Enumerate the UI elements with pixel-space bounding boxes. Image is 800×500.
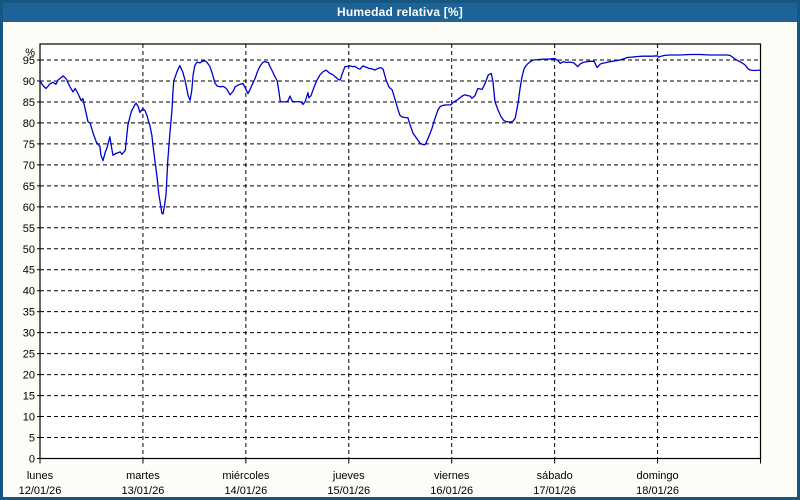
x-date-label: 14/01/26 [224,485,267,497]
y-tick-label: 45 [23,265,35,277]
y-tick-label: 40 [23,286,35,298]
x-day-label: viernes [434,470,470,482]
y-tick-label: 60 [23,202,35,214]
y-tick-label: 70 [23,160,35,172]
y-tick-label: 30 [23,328,35,340]
y-tick-label: 65 [23,181,35,193]
x-date-label: 16/01/26 [430,485,473,497]
x-day-label: martes [126,470,160,482]
x-day-label: jueves [332,470,365,482]
chart-title-bar: Humedad relativa [%] [3,3,797,22]
chart-title: Humedad relativa [%] [336,5,464,19]
y-tick-label: 5 [29,433,35,445]
x-day-label: lunes [27,470,54,482]
y-tick-label: 95 [23,55,35,67]
y-tick-label: 55 [23,223,35,235]
x-day-label: sábado [537,470,573,482]
y-tick-label: 10 [23,412,35,424]
x-date-label: 12/01/26 [19,485,62,497]
y-tick-label: 15 [23,391,35,403]
humidity-line [39,53,761,215]
plot-area [40,44,761,459]
plot-border [39,43,762,460]
y-tick-label: 0 [29,454,35,466]
y-tick-label: 25 [23,349,35,361]
y-tick-label: 75 [23,139,35,151]
x-date-label: 18/01/26 [636,485,679,497]
x-date-label: 17/01/26 [533,485,576,497]
y-tick-label: 80 [23,118,35,130]
y-tick-label: 35 [23,307,35,319]
x-day-label: miércoles [222,470,270,482]
x-date-label: 15/01/26 [327,485,370,497]
y-tick-label: 90 [23,76,35,88]
y-axis-unit-label: % [25,47,35,59]
y-tick-label: 20 [23,370,35,382]
x-day-label: domingo [636,470,678,482]
y-tick-label: 50 [23,244,35,256]
y-tick-label: 85 [23,97,35,109]
x-date-label: 13/01/26 [122,485,165,497]
